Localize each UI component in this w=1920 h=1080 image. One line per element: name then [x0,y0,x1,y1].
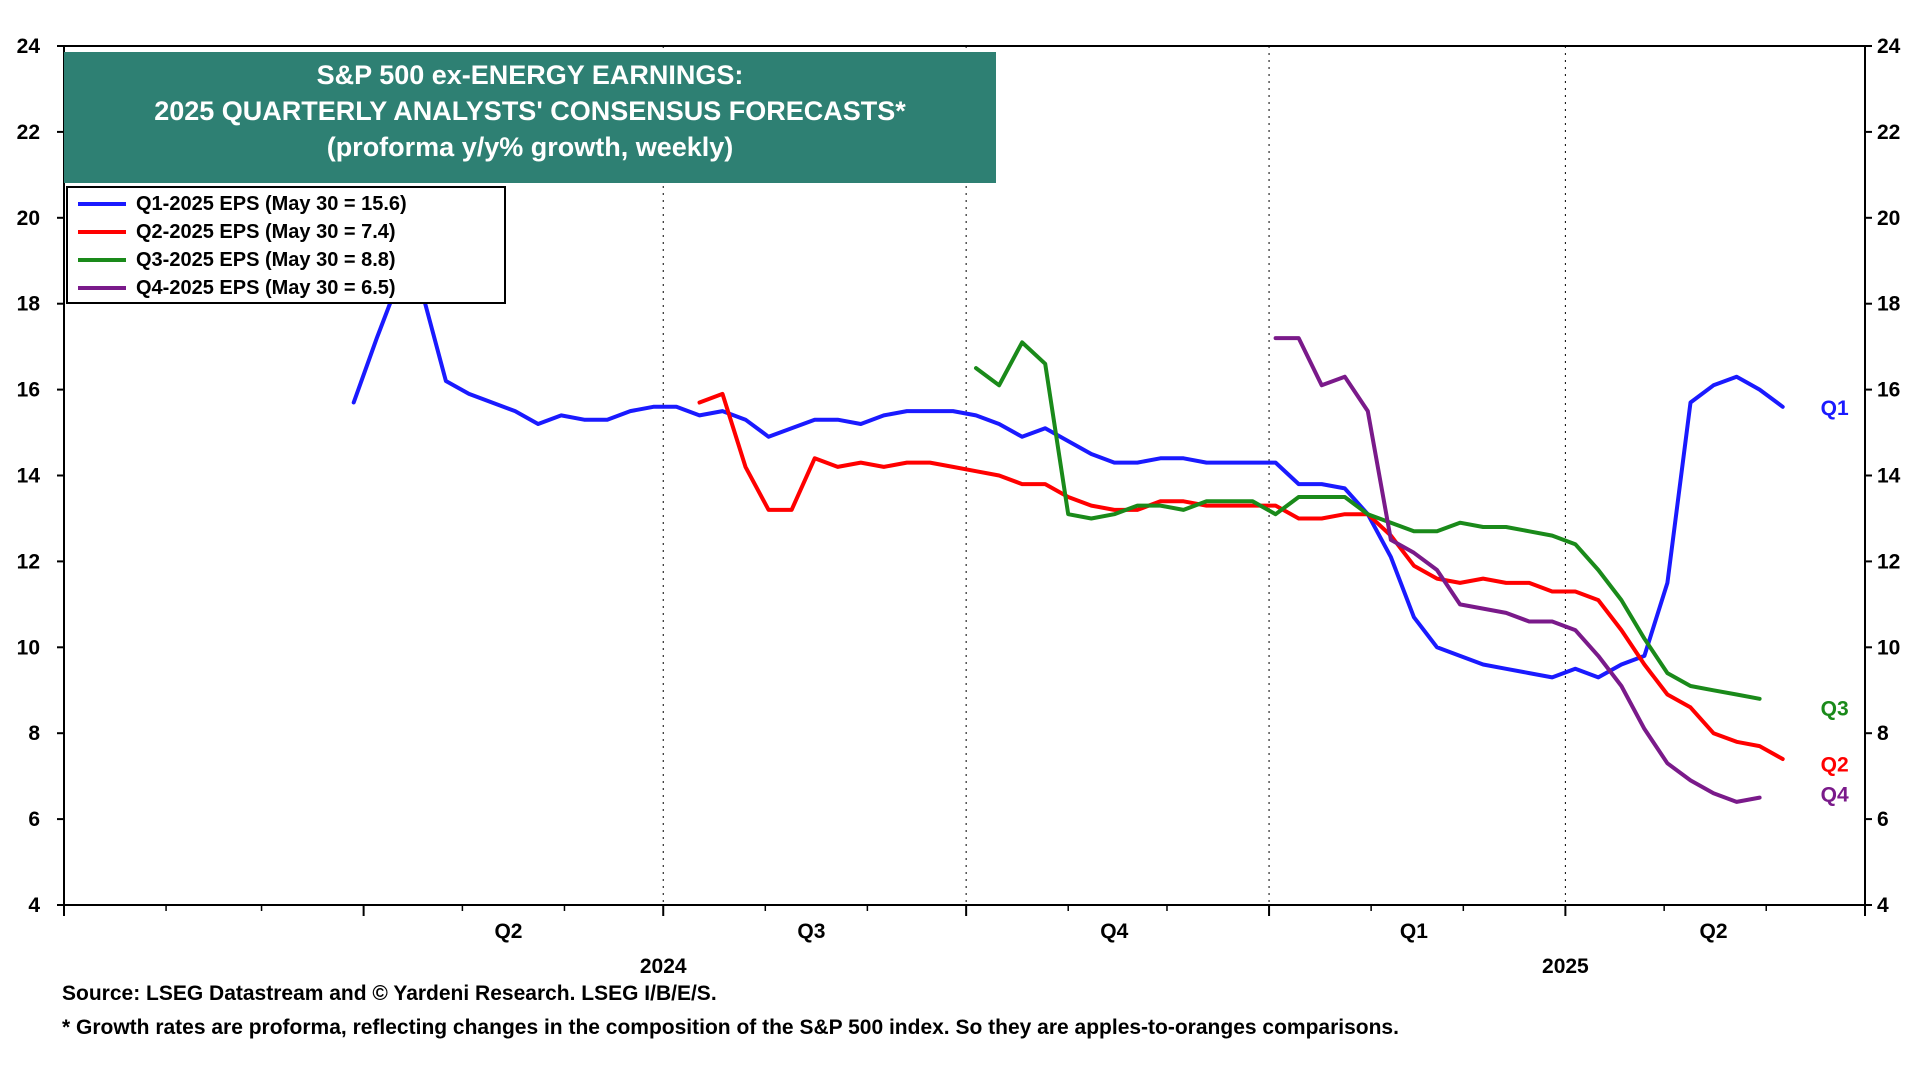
end-label-q1: Q1 [1821,397,1849,420]
grid-lines [662,46,1566,905]
footnote: * Growth rates are proforma, reflecting … [62,1016,1399,1039]
y-tick-label-left-7: 18 [17,293,41,316]
y-tick-label-left-9: 22 [17,121,40,144]
y-tick-label-left-5: 14 [17,465,41,488]
series-line-q3 [974,340,1762,701]
legend-swatch-q4 [78,286,126,290]
series-lines [351,275,1785,804]
legend-swatch-q2 [78,230,126,234]
y-tick-label-right-5: 14 [1877,465,1901,488]
title-line-1: S&P 500 ex-ENERGY EARNINGS: [316,60,744,90]
legend-label-q1: Q1-2025 EPS (May 30 = 15.6) [136,192,407,215]
y-tick-label-left-8: 20 [17,207,40,230]
y-tick-label-left-3: 10 [17,636,40,659]
y-tick-label-left-4: 12 [17,550,40,573]
legend-item-q3: Q3-2025 EPS (May 30 = 8.8) [78,246,504,274]
series-line-q2 [697,391,1785,761]
y-tick-label-right-8: 20 [1877,207,1900,230]
legend-label-q2: Q2-2025 EPS (May 30 = 7.4) [136,220,396,243]
end-label-q2: Q2 [1821,753,1849,776]
legend-swatch-q1 [78,202,126,206]
x-quarter-label-4: Q2 [1700,920,1728,943]
legend-label-q4: Q4-2025 EPS (May 30 = 6.5) [136,276,396,299]
y-tick-label-right-2: 8 [1877,722,1889,745]
y-tick-label-right-7: 18 [1877,293,1901,316]
y-tick-label-right-1: 6 [1877,808,1889,831]
chart-title: S&P 500 ex-ENERGY EARNINGS: 2025 QUARTER… [64,52,996,183]
x-year-label-1: 2025 [1542,955,1589,978]
end-label-q3: Q3 [1821,697,1849,720]
y-tick-label-left-2: 8 [28,722,40,745]
source-note: Source: LSEG Datastream and © Yardeni Re… [62,982,717,1005]
y-tick-label-right-10: 24 [1877,35,1901,58]
x-quarter-label-1: Q3 [797,920,825,943]
axes: 4 4 6 6 8 8 10 10 12 12 14 14 16 16 18 18 20 20 22 22 24 24 Q2… [17,35,1901,978]
x-quarter-label-0: Q2 [494,920,522,943]
legend-item-q2: Q2-2025 EPS (May 30 = 7.4) [78,218,504,246]
y-tick-label-left-1: 6 [28,808,40,831]
x-quarter-label-3: Q1 [1400,920,1428,943]
x-quarter-label-2: Q4 [1100,920,1128,943]
y-tick-label-right-9: 22 [1877,121,1900,144]
y-tick-label-right-4: 12 [1877,550,1900,573]
y-tick-label-left-10: 24 [17,35,41,58]
end-labels: Q1 Q3 Q2 Q4 [1821,397,1849,807]
y-tick-label-right-0: 4 [1877,894,1889,917]
legend: Q1-2025 EPS (May 30 = 15.6) Q2-2025 EPS … [66,186,506,304]
x-year-label-0: 2024 [640,955,687,978]
y-tick-label-left-6: 16 [17,379,40,402]
series-line-q1 [351,275,1785,680]
legend-label-q3: Q3-2025 EPS (May 30 = 8.8) [136,248,396,271]
y-tick-label-right-3: 10 [1877,636,1900,659]
legend-item-q4: Q4-2025 EPS (May 30 = 6.5) [78,274,504,302]
y-tick-label-right-6: 16 [1877,379,1900,402]
end-label-q4: Q4 [1821,783,1849,806]
y-tick-label-left-0: 4 [28,894,40,917]
series-line-q4 [1273,336,1762,804]
title-line-3: (proforma y/y% growth, weekly) [326,132,734,162]
legend-swatch-q3 [78,258,126,262]
title-line-2: 2025 QUARTERLY ANALYSTS' CONSENSUS FOREC… [154,96,906,126]
legend-item-q1: Q1-2025 EPS (May 30 = 15.6) [78,190,504,218]
